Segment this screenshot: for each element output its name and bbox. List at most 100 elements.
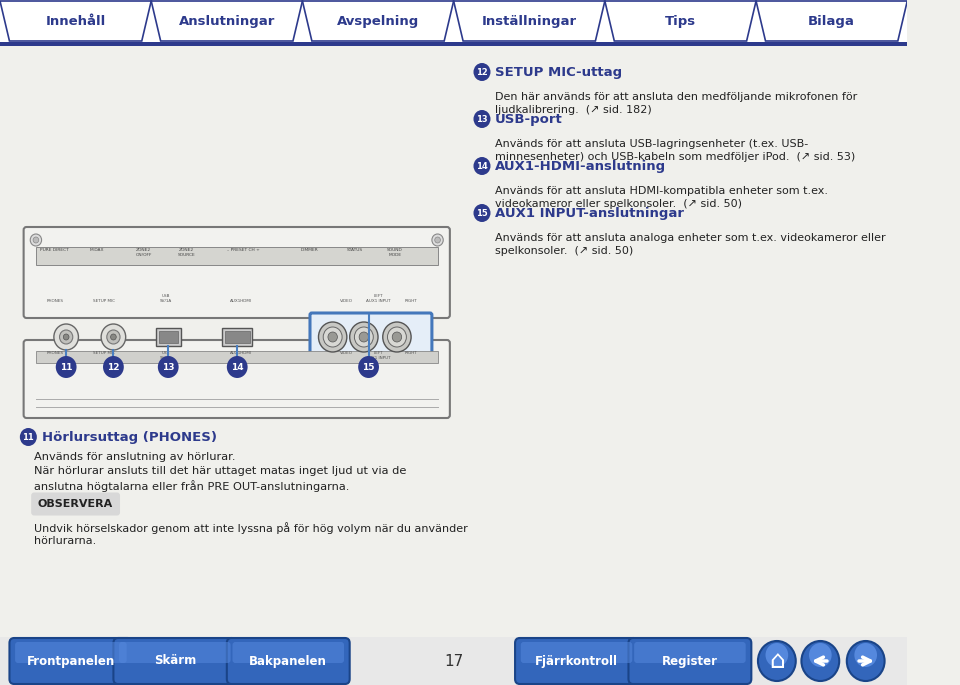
Circle shape [33, 237, 38, 243]
Text: Den här används för att ansluta den medföljande mikrofonen för: Den här används för att ansluta den medf… [495, 92, 857, 102]
FancyBboxPatch shape [516, 638, 638, 684]
Text: SOUND
MODE: SOUND MODE [387, 248, 403, 257]
Polygon shape [302, 1, 454, 41]
Text: 11: 11 [22, 432, 35, 442]
FancyBboxPatch shape [227, 638, 349, 684]
Text: Används för att ansluta HDMI-kompatibla enheter som t.ex.: Används för att ansluta HDMI-kompatibla … [495, 186, 828, 196]
Bar [36, 247, 438, 265]
Text: – PRESET CH +: – PRESET CH + [228, 248, 260, 252]
FancyBboxPatch shape [119, 642, 230, 663]
Circle shape [473, 63, 491, 81]
Polygon shape [756, 1, 907, 41]
Circle shape [802, 641, 839, 681]
Bar [225, 331, 250, 343]
Text: Undvik hörselskador genom att inte lyssna på för hög volym när du använder: Undvik hörselskador genom att inte lyssn… [34, 523, 468, 534]
Circle shape [319, 322, 347, 352]
Text: OBSERVERA: OBSERVERA [38, 499, 113, 509]
Text: VIDEO: VIDEO [341, 351, 353, 355]
Text: 15: 15 [362, 362, 374, 371]
Text: 14: 14 [476, 162, 488, 171]
Polygon shape [0, 1, 152, 41]
Circle shape [60, 330, 73, 344]
Bar [36, 351, 438, 363]
Text: 15: 15 [476, 208, 488, 218]
Circle shape [110, 334, 116, 340]
Text: DIMMER: DIMMER [300, 248, 318, 252]
Text: PHONES: PHONES [46, 351, 63, 355]
Text: 14: 14 [231, 362, 244, 371]
Text: AUX1HDMI: AUX1HDMI [230, 299, 252, 303]
Text: Skärm: Skärm [154, 654, 196, 667]
FancyBboxPatch shape [310, 313, 432, 359]
FancyBboxPatch shape [113, 638, 236, 684]
FancyBboxPatch shape [10, 638, 132, 684]
Text: 13: 13 [476, 114, 488, 123]
Text: AUX1 INPUT-anslutningar: AUX1 INPUT-anslutningar [495, 206, 684, 219]
Text: 12: 12 [108, 362, 120, 371]
Circle shape [473, 110, 491, 128]
Text: USB
SV/1A: USB SV/1A [159, 295, 172, 303]
Circle shape [349, 322, 378, 352]
Polygon shape [454, 1, 605, 41]
Text: Bakpanelen: Bakpanelen [250, 654, 327, 667]
Circle shape [383, 322, 411, 352]
Text: Hörlursuttag (PHONES): Hörlursuttag (PHONES) [41, 430, 217, 443]
Text: RIGHT: RIGHT [405, 351, 418, 355]
Bar [0, 42, 907, 46]
Text: När hörlurar ansluts till det här uttaget matas inget ljud ut via de: När hörlurar ansluts till det här uttage… [34, 466, 406, 476]
FancyBboxPatch shape [31, 493, 120, 516]
FancyBboxPatch shape [635, 642, 746, 663]
Circle shape [847, 641, 884, 681]
Bar [0, 637, 907, 685]
FancyBboxPatch shape [629, 638, 752, 684]
Text: Används för anslutning av hörlurar.: Används för anslutning av hörlurar. [34, 452, 235, 462]
Text: ljudkalibrering.  (↗ sid. 182): ljudkalibrering. (↗ sid. 182) [495, 105, 652, 115]
Text: Avspelning: Avspelning [337, 14, 420, 27]
Bar [0, 0, 907, 42]
Text: spelkonsoler.  (↗ sid. 50): spelkonsoler. (↗ sid. 50) [495, 246, 634, 256]
Text: USB-port: USB-port [495, 112, 563, 125]
Text: hörlurarna.: hörlurarna. [34, 536, 96, 545]
Text: Bilaga: Bilaga [808, 14, 855, 27]
Text: AUX1-HDMI-anslutning: AUX1-HDMI-anslutning [495, 160, 666, 173]
Text: AUX1HDMI: AUX1HDMI [230, 351, 252, 355]
Text: 12: 12 [476, 68, 488, 77]
Text: SETUP MIC: SETUP MIC [93, 299, 115, 303]
Text: Innehåll: Innehåll [45, 14, 106, 27]
Text: PHONES: PHONES [46, 299, 63, 303]
Text: ⌂: ⌂ [769, 649, 784, 673]
FancyBboxPatch shape [24, 227, 450, 318]
Circle shape [324, 327, 342, 347]
Circle shape [227, 356, 248, 378]
Circle shape [358, 356, 379, 378]
Circle shape [101, 324, 126, 350]
Circle shape [758, 641, 796, 681]
Circle shape [393, 332, 401, 342]
Text: Används för att ansluta analoga enheter som t.ex. videokameror eller: Används för att ansluta analoga enheter … [495, 233, 886, 243]
Text: RIGHT: RIGHT [405, 299, 418, 303]
Bar [156, 328, 180, 346]
Text: PURE DIRECT: PURE DIRECT [40, 248, 69, 252]
Text: anslutna högtalarna eller från PRE OUT-anslutningarna.: anslutna högtalarna eller från PRE OUT-a… [34, 480, 349, 492]
Text: Används för att ansluta USB-lagringsenheter (t.ex. USB-: Används för att ansluta USB-lagringsenhe… [495, 139, 808, 149]
Bar [222, 328, 252, 346]
FancyBboxPatch shape [24, 340, 450, 418]
FancyBboxPatch shape [232, 642, 344, 663]
Circle shape [473, 157, 491, 175]
Circle shape [63, 334, 69, 340]
Circle shape [388, 327, 406, 347]
Bar [158, 331, 178, 343]
Circle shape [157, 356, 179, 378]
Text: Tips: Tips [665, 14, 696, 27]
Text: Anslutningar: Anslutningar [179, 14, 275, 27]
Circle shape [359, 332, 369, 342]
Text: Fjärrkontroll: Fjärrkontroll [535, 654, 618, 667]
FancyBboxPatch shape [15, 642, 127, 663]
Polygon shape [605, 1, 756, 41]
Circle shape [809, 643, 831, 667]
Text: Inställningar: Inställningar [482, 14, 577, 27]
Circle shape [54, 324, 79, 350]
Circle shape [354, 327, 373, 347]
Circle shape [107, 330, 120, 344]
Circle shape [31, 234, 41, 246]
